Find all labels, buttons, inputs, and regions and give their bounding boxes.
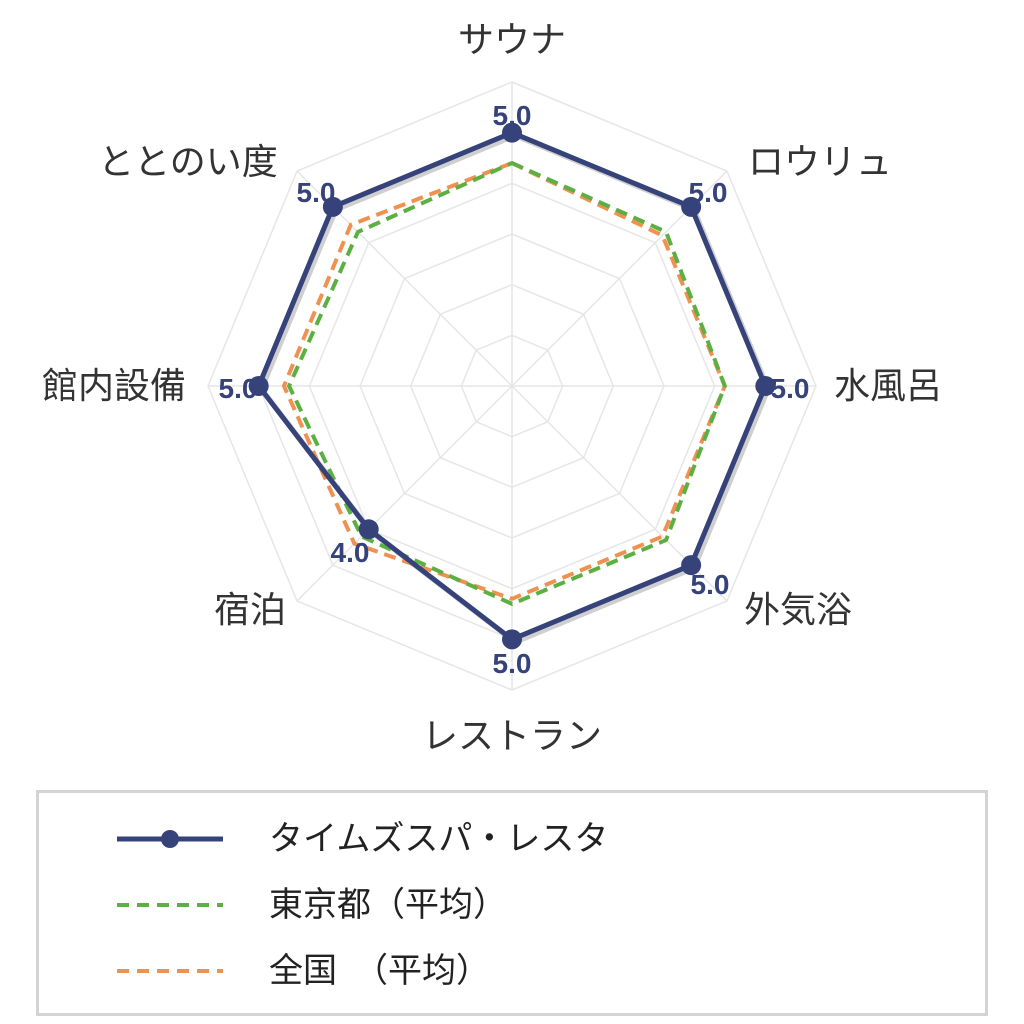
axis-label-0: サウナ [458,20,566,61]
series-line-2 [282,161,727,601]
axis-label-4: レストラン [422,716,602,757]
value-label-1: 5.0 [689,177,728,208]
value-label-0: 5.0 [493,100,532,131]
value-label-2: 5.0 [771,373,810,404]
axis-label-6: 館内設備 [42,366,186,407]
series-point-3 [681,555,702,576]
value-label-6: 5.0 [219,373,258,404]
series-layer [248,122,776,650]
axis-label-5: 宿泊 [214,590,286,631]
legend-swatch-national [117,969,223,973]
legend-label-main: タイムズスパ・レスタ [269,819,609,859]
legend-item-main[interactable]: タイムズスパ・レスタ [39,811,985,867]
value-labels: 5.0 5.0 5.0 5.0 5.0 4.0 5.0 5.0 [219,100,810,679]
axis-label-3: 外気浴 [744,590,852,631]
series-point-6 [248,376,269,396]
value-label-7: 5.0 [297,177,336,208]
series-point-0 [502,122,522,143]
axis-label-2: 水風呂 [834,366,942,407]
value-label-3: 5.0 [691,569,730,600]
series-point-5 [358,519,379,540]
legend-label-national: 全国 （平均） [269,951,490,991]
legend-swatch-main [117,830,223,848]
series-point-1 [681,196,702,217]
series-point-2 [755,376,776,396]
axis-spoke-5 [296,385,513,602]
series-point-4 [502,629,522,650]
axis-label-1: ロウリュ [748,142,892,183]
series-line-1 [287,161,727,606]
legend-swatch-tokyo [117,903,223,907]
legend-label-tokyo: 東京都（平均） [269,885,507,925]
legend: タイムズスパ・レスタ 東京都（平均） 全国 （平均） [36,790,988,1016]
series-point-7 [322,196,343,217]
value-label-4: 5.0 [493,648,532,679]
legend-item-tokyo[interactable]: 東京都（平均） [39,877,985,933]
axis-label-7: ととのい度 [98,142,278,183]
legend-item-national[interactable]: 全国 （平均） [39,943,985,999]
value-label-5: 4.0 [331,537,370,568]
